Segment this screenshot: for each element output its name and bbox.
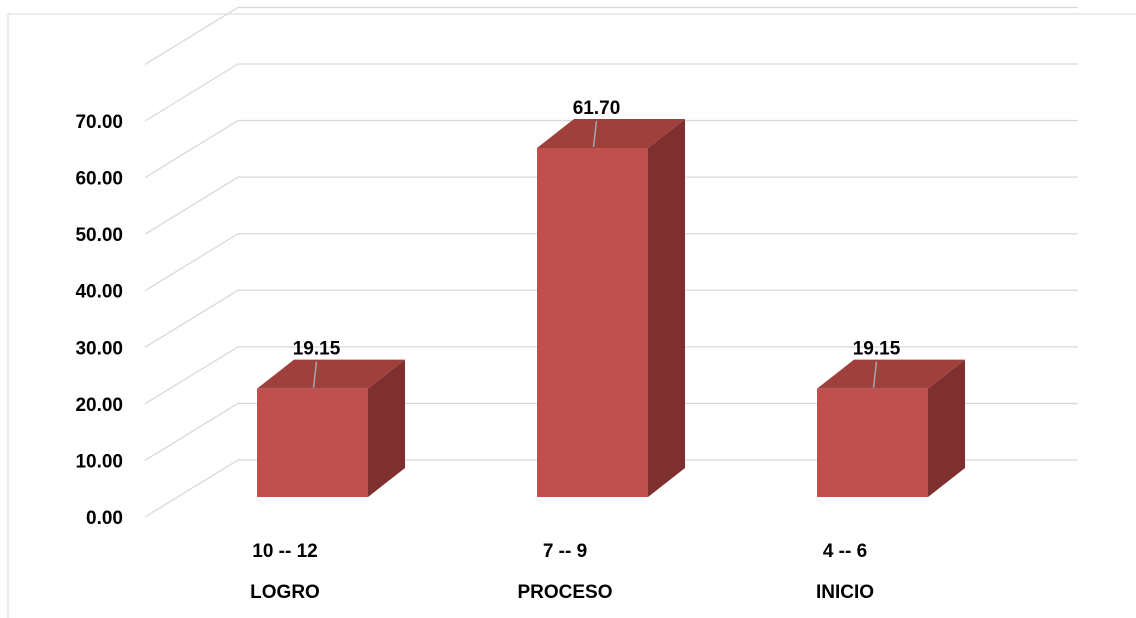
y-tick-label: 0.00: [86, 508, 123, 529]
bar-side: [368, 359, 405, 497]
gridline-2: [144, 346, 1078, 405]
data-label-leader: [312, 361, 318, 388]
gridline-3: [144, 289, 1078, 348]
data-label: 19.15: [293, 339, 341, 360]
y-tick-label: 20.00: [75, 395, 123, 416]
gridline-8: [144, 6, 1078, 65]
bars: [257, 118, 965, 497]
y-tick-label: 60.00: [75, 169, 123, 190]
x-tick-label: 4 -- 6: [823, 541, 867, 562]
y-axis-tick-labels: 0.00 10.00 20.00 30.00 40.00 50.00 60.00 70.00: [75, 112, 123, 529]
x-tick-label: 10 -- 12: [252, 541, 317, 562]
gridline-7: [144, 63, 1078, 122]
category-labels: 10 -- 12 LOGRO 7 -- 9 PROCESO 4 -- 6 INICIO: [250, 541, 874, 603]
bar-1: [537, 118, 685, 497]
data-label-leader: [592, 120, 598, 148]
bar-side: [648, 118, 685, 497]
y-tick-label: 40.00: [75, 282, 123, 303]
y-tick-label: 50.00: [75, 225, 123, 246]
gridline-6: [144, 119, 1078, 179]
x-tick-label: 7 -- 9: [543, 541, 587, 562]
gridlines: [144, 6, 1078, 518]
gridline-5: [144, 176, 1078, 235]
gridline-4: [144, 233, 1078, 292]
bar-top: [537, 118, 685, 148]
data-label: 19.15: [853, 339, 901, 360]
bar-top: [257, 359, 405, 389]
category-group-label: PROCESO: [517, 582, 612, 603]
bar-front: [817, 388, 928, 497]
category-group-label: LOGRO: [250, 582, 320, 603]
bar-side: [928, 359, 965, 497]
data-label: 61.70: [573, 98, 621, 119]
bar-0: [257, 359, 405, 497]
y-tick-label: 70.00: [75, 112, 123, 133]
bar-top: [817, 359, 965, 389]
category-group-label: INICIO: [816, 582, 874, 603]
data-label-leader: [872, 361, 878, 388]
bar-front: [537, 147, 648, 497]
y-tick-label: 30.00: [75, 338, 123, 359]
data-labels: 19.15 61.70 19.15: [293, 98, 901, 388]
bar-front: [257, 388, 368, 497]
gridline-1: [144, 402, 1078, 461]
y-tick-label: 10.00: [75, 451, 123, 472]
bar-2: [817, 359, 965, 497]
gridline-0: [144, 459, 1078, 518]
